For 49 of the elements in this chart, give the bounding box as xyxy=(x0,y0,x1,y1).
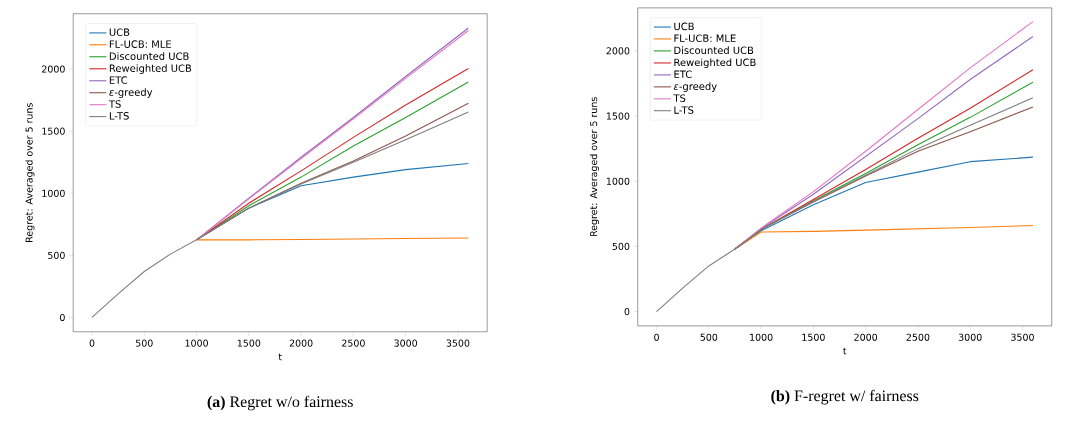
x-tick-label: 3000 xyxy=(958,333,982,341)
x-tick-label: 2500 xyxy=(906,333,930,341)
legend-label: ETC xyxy=(674,70,692,78)
x-tick-label: 1500 xyxy=(237,339,261,347)
y-tick-label: 1500 xyxy=(606,112,630,120)
x-tick-label: 2000 xyxy=(289,339,313,347)
x-tick-label: 3500 xyxy=(1011,333,1034,341)
legend-label: Reweighted UCB xyxy=(674,58,756,69)
y-tick-label: 0 xyxy=(60,313,65,322)
y-axis-title: Regret: Averaged over 5 runs xyxy=(25,103,35,242)
x-tick-label: 2500 xyxy=(342,339,365,347)
x-tick-label: 0 xyxy=(89,339,95,347)
legend-label: UCB xyxy=(109,28,130,36)
legend-label: Discounted UCB xyxy=(674,46,754,55)
text: (a) Regret w/o fairness xyxy=(207,395,353,411)
y-tick-label: 1000 xyxy=(606,177,630,185)
text: (b) F-regret w/ fairness xyxy=(771,389,919,405)
x-tick-label: 3500 xyxy=(446,339,470,347)
legend-label: Reweighted UCB xyxy=(109,64,192,74)
legend-label: TS xyxy=(673,94,686,102)
line-series xyxy=(91,111,469,319)
x-tick-label: 500 xyxy=(135,339,153,347)
legend-label: L-TS xyxy=(109,112,129,120)
x-tick-label: 2000 xyxy=(854,333,878,341)
y-tick-label: 2000 xyxy=(606,47,630,55)
legend-label: TS xyxy=(108,100,121,108)
x-tick-label: 0 xyxy=(654,333,659,341)
legend-label: ε-greedy xyxy=(109,88,153,98)
x-tick-label: 1000 xyxy=(185,339,208,347)
y-tick-label: 0 xyxy=(624,307,630,316)
x-axis-title: t xyxy=(843,347,847,355)
y-tick-label: 2000 xyxy=(42,65,65,73)
y-axis-title: Regret: Averaged over 5 runs xyxy=(589,97,600,237)
y-tick-label: 500 xyxy=(48,251,65,259)
legend-label: L-TS xyxy=(674,106,694,114)
legend-label: UCB xyxy=(674,22,694,31)
legend-label: ETC xyxy=(109,76,128,84)
x-tick-label: 1500 xyxy=(802,333,825,341)
y-tick-label: 1500 xyxy=(42,127,65,135)
x-axis-title: t xyxy=(278,353,282,361)
y-tick-label: 1000 xyxy=(42,189,65,197)
legend-label: FL-UCB: MLE xyxy=(109,40,171,48)
legend-label: FL-UCB: MLE xyxy=(674,34,736,43)
legend-label: Discounted UCB xyxy=(109,52,189,60)
legend-label: ε-greedy xyxy=(673,82,717,92)
x-tick-label: 3000 xyxy=(394,339,418,347)
x-tick-label: 500 xyxy=(700,333,718,341)
x-tick-label: 1000 xyxy=(750,333,773,341)
y-tick-label: 500 xyxy=(612,242,630,250)
